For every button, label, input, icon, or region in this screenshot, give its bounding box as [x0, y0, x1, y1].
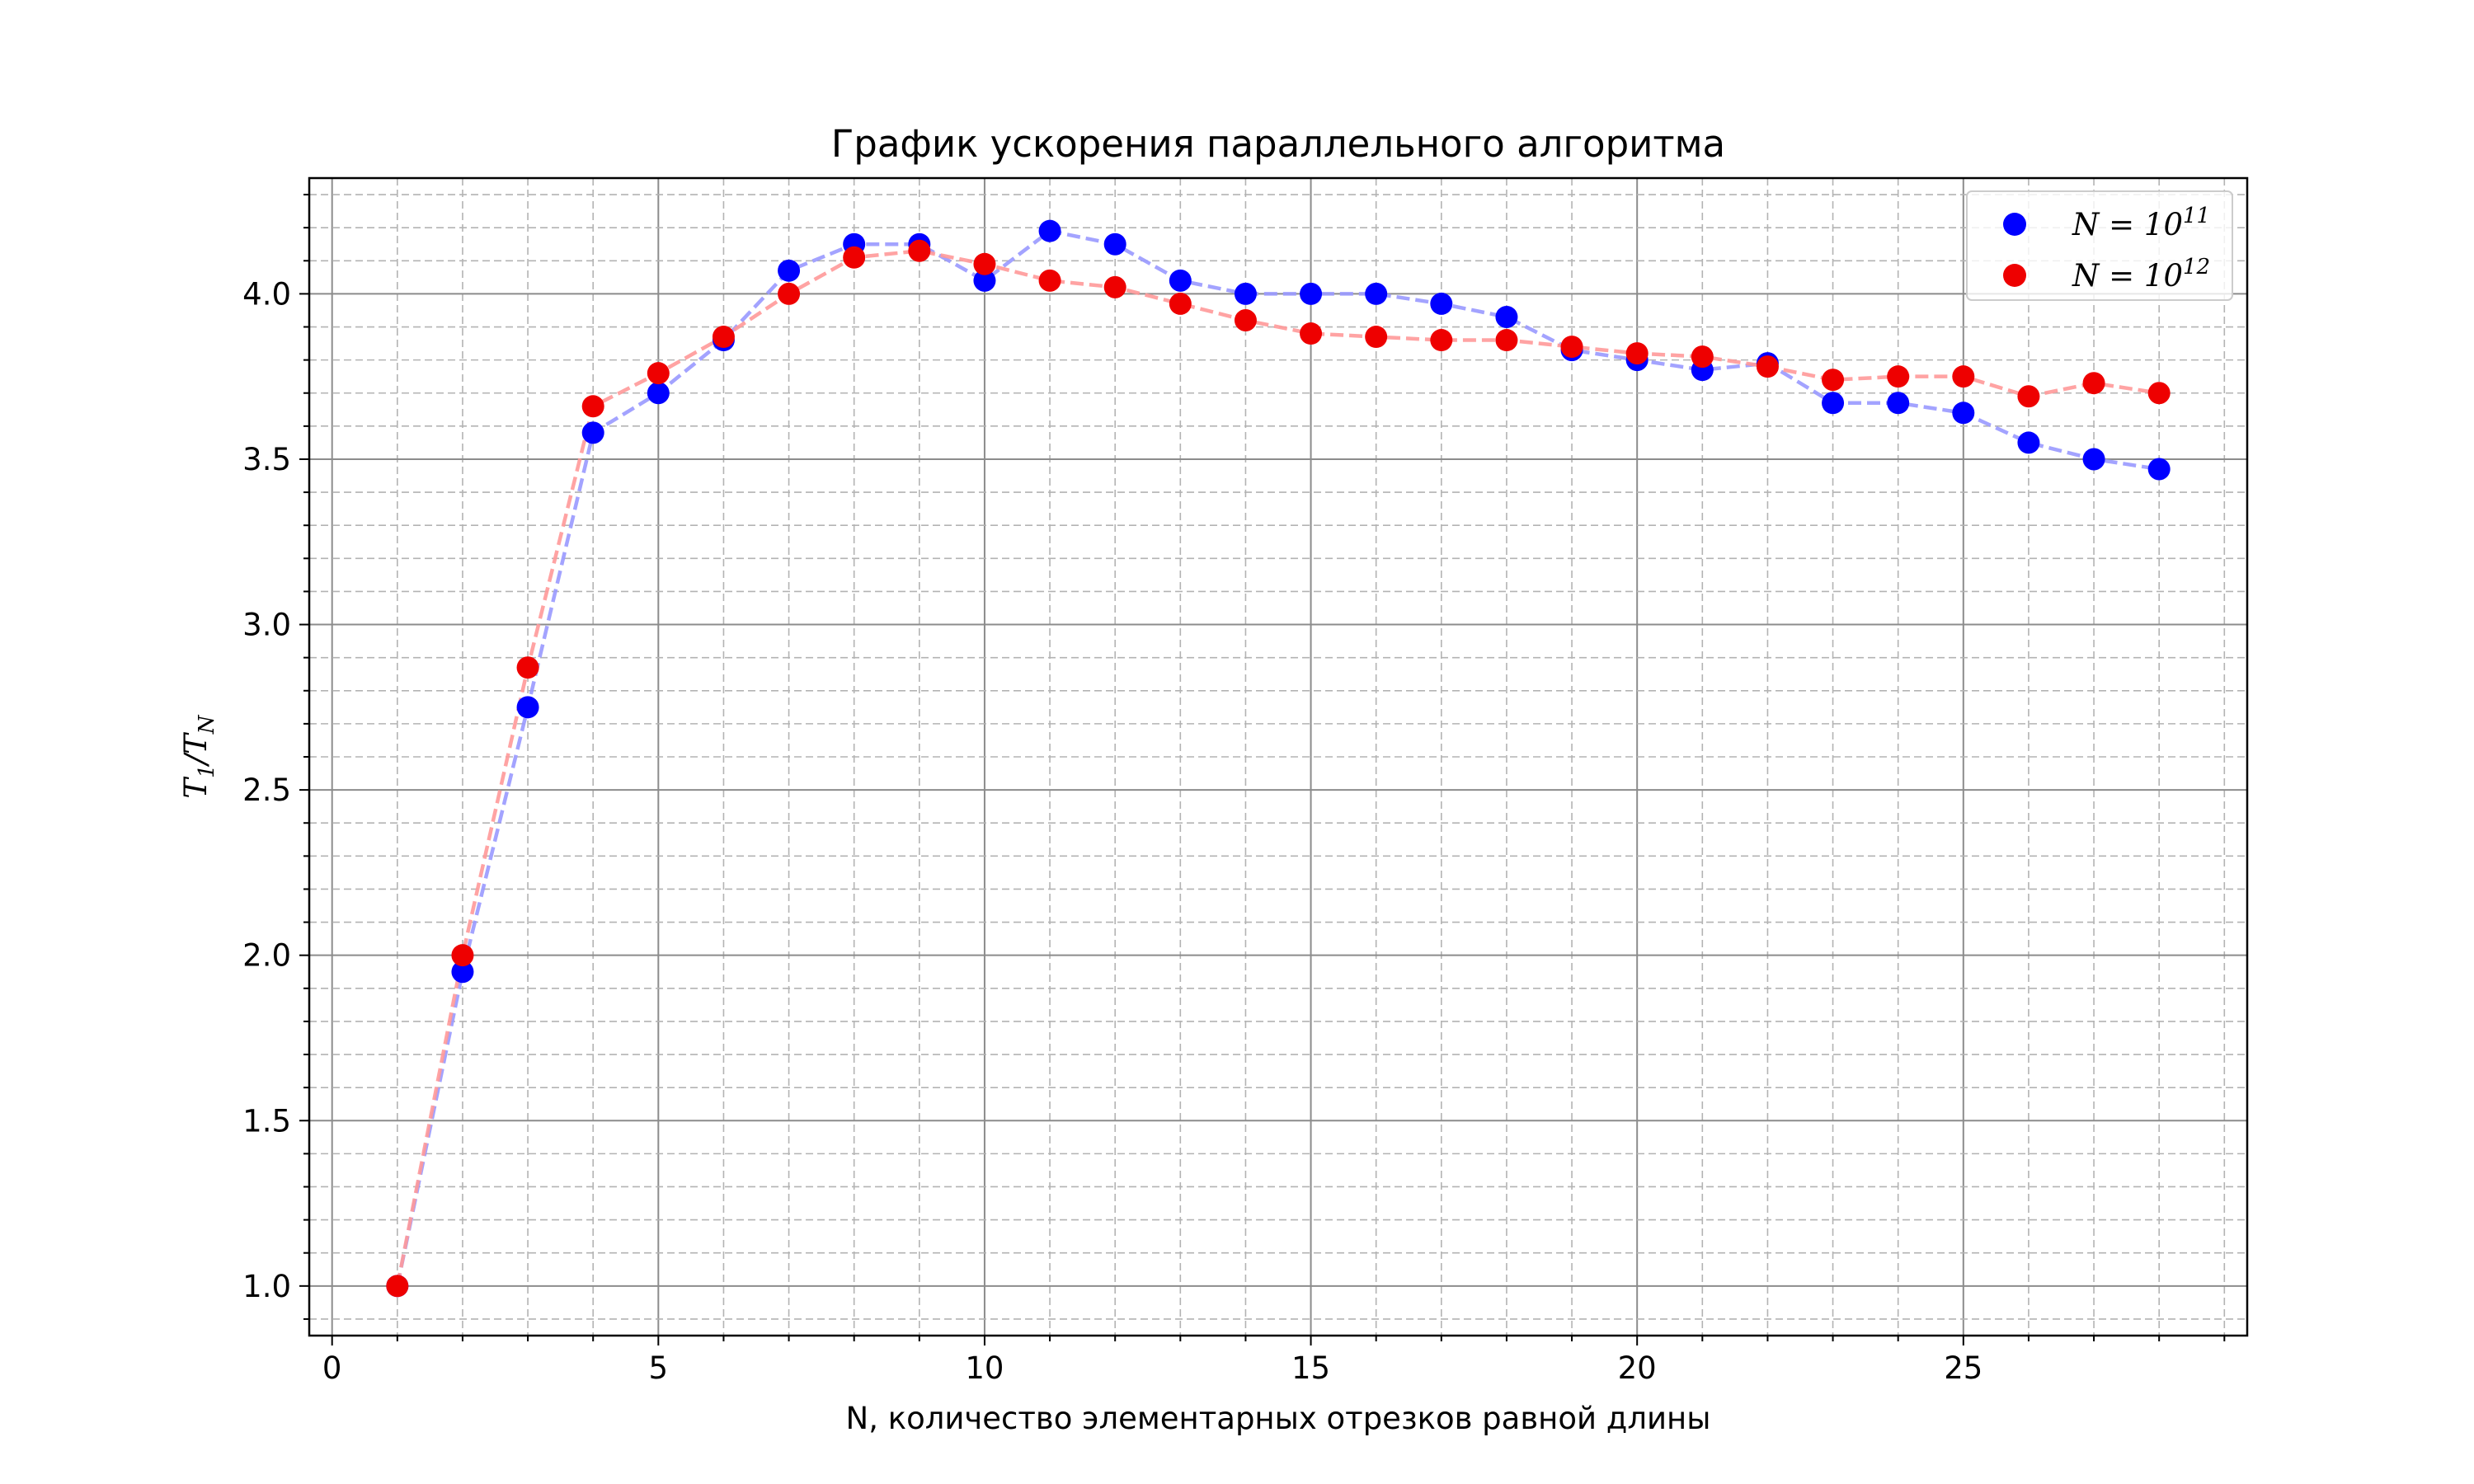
data-point-series-1: [1103, 232, 1126, 256]
series-line-1: [395, 228, 2160, 1287]
data-point-series-1: [2147, 458, 2171, 481]
axis-ticks: 0 5 10 15 20 25 1.0 1.5 2.0 2.5 3.0 3.5 4.0: [242, 194, 2226, 1386]
data-point-series-1: [1300, 282, 1323, 305]
data-point-series-1: [1365, 282, 1388, 305]
data-point-series-1: [1430, 292, 1453, 315]
data-point-series-2: [778, 282, 801, 305]
data-point-series-1: [1822, 392, 1845, 415]
data-point-series-2: [2017, 385, 2040, 408]
data-point-series-2: [1822, 369, 1845, 392]
legend-label-series-1: N = 1011: [2072, 204, 2210, 242]
data-point-series-2: [712, 326, 735, 349]
data-point-series-2: [1103, 275, 1126, 298]
grid: [309, 178, 2247, 1336]
data-point-series-1: [1234, 282, 1257, 305]
data-point-series-2: [843, 246, 866, 269]
data-point-series-2: [516, 656, 539, 679]
y-tick-label: 2.5: [242, 773, 291, 808]
data-point-series-1: [451, 960, 474, 984]
data-point-series-1: [973, 269, 996, 292]
data-point-series-2: [1300, 322, 1323, 345]
series-lines: [395, 228, 2160, 1287]
data-point-series-2: [1625, 342, 1649, 365]
x-tick-label: 25: [1944, 1350, 1982, 1386]
data-point-series-2: [1691, 345, 1714, 369]
data-point-series-2: [581, 395, 604, 418]
x-tick-label: 15: [1291, 1350, 1330, 1386]
series-line-2: [395, 248, 2160, 1287]
data-point-series-2: [1887, 365, 1910, 388]
legend: N = 1011 N = 1012: [1966, 190, 2233, 301]
y-tick-label: 3.5: [242, 442, 291, 477]
data-point-series-2: [1495, 329, 1518, 352]
legend-box: [1966, 190, 2233, 301]
y-tick-label: 1.5: [242, 1103, 291, 1139]
data-point-series-2: [1169, 292, 1192, 315]
data-point-series-1: [516, 696, 539, 719]
data-point-series-1: [1952, 402, 1975, 425]
data-point-series-1: [1169, 269, 1192, 292]
data-point-series-1: [1887, 392, 1910, 415]
y-tick-label: 2.0: [242, 938, 291, 974]
data-point-series-2: [1952, 365, 1975, 388]
data-point-series-1: [2082, 448, 2105, 471]
x-tick-label: 10: [965, 1350, 1004, 1386]
legend-marker-series-1: [2003, 213, 2026, 236]
y-axis-label: T1/TN: [178, 714, 219, 798]
y-tick-label: 3.0: [242, 608, 291, 643]
y-tick-label: 1.0: [242, 1269, 291, 1304]
series-points: [386, 219, 2171, 1298]
data-point-series-1: [778, 259, 801, 282]
y-tick-label: 4.0: [242, 276, 291, 312]
data-point-series-2: [1234, 308, 1257, 331]
data-point-series-2: [1365, 326, 1388, 349]
data-point-series-2: [1038, 269, 1061, 292]
data-point-series-2: [451, 944, 474, 967]
x-tick-label: 0: [322, 1350, 342, 1386]
data-point-series-2: [2082, 372, 2105, 395]
data-point-series-2: [1430, 329, 1453, 352]
x-tick-label: 5: [649, 1350, 669, 1386]
legend-label-series-2: N = 1012: [2072, 255, 2210, 294]
legend-marker-series-2: [2003, 264, 2026, 287]
chart-title: График ускорения параллельного алгоритма: [831, 122, 1725, 166]
data-point-series-2: [1756, 355, 1779, 378]
x-axis-label: N, количество элементарных отрезков равн…: [846, 1401, 1711, 1436]
x-tick-label: 20: [1618, 1350, 1657, 1386]
data-point-series-2: [1560, 336, 1583, 359]
data-point-series-1: [581, 421, 604, 444]
data-point-series-1: [647, 382, 670, 405]
data-point-series-1: [1495, 305, 1518, 328]
data-point-series-2: [973, 252, 996, 275]
data-point-series-2: [386, 1275, 409, 1298]
data-point-series-2: [908, 239, 931, 262]
data-point-series-2: [2147, 382, 2171, 405]
data-point-series-1: [2017, 431, 2040, 454]
data-point-series-2: [647, 362, 670, 385]
data-point-series-1: [1038, 219, 1061, 242]
